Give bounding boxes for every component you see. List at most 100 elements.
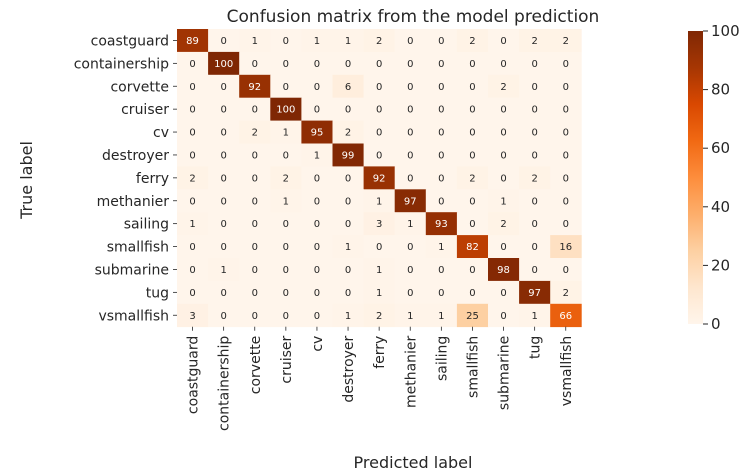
cell-value-label: 0 [407,288,413,299]
cell-value-label: 1 [314,36,320,47]
x-tick-label: vsmallfish [559,336,575,407]
heatmap-cell [301,258,333,282]
cell-value-label: 0 [220,128,226,139]
cell-value-label: 0 [345,265,351,276]
cell-value-label: 0 [220,82,226,93]
heatmap-cell [177,97,209,121]
heatmap-cell [550,258,582,282]
heatmap-cell [550,235,582,259]
cell-value-label: 0 [314,219,320,230]
heatmap-cell [270,143,302,167]
cell-value-label: 0 [189,265,195,276]
heatmap-cell [394,51,427,76]
heatmap-cell [488,212,520,236]
cell-value-label: 0 [189,128,195,139]
heatmap-cell [394,280,427,305]
heatmap-cell [550,74,582,99]
heatmap-cell [239,29,271,53]
cell-value-label: 0 [345,196,351,207]
heatmap-cell [456,97,489,121]
heatmap-cell [270,258,302,282]
heatmap-cell [270,29,302,53]
cell-value-label: 0 [407,150,413,161]
heatmap-cell [425,143,458,167]
cell-value-label: 25 [466,311,479,322]
cell-value-label: 0 [345,219,351,230]
heatmap-cell [394,29,427,53]
heatmap-cell [177,29,209,53]
cell-value-label: 0 [345,288,351,299]
cell-value-label: 2 [469,173,475,184]
cell-value-label: 0 [220,311,226,322]
heatmap-cell [488,97,520,121]
heatmap-cell [301,212,333,236]
cell-value-label: 0 [345,105,351,116]
cell-value-label: 3 [376,219,382,230]
cell-value-label: 0 [407,242,413,253]
heatmap-cell [332,189,364,213]
cell-value-label: 2 [500,219,506,230]
cell-value-label: 2 [500,82,506,93]
heatmap-cell [177,303,209,328]
heatmap-cell [177,143,209,167]
colorbar-tick-label: 20 [711,256,730,274]
heatmap-cell [208,303,240,328]
cell-value-label: 1 [500,196,506,207]
cell-value-label: 0 [438,265,444,276]
heatmap-cell [177,235,209,259]
cell-value-label: 0 [407,36,413,47]
cell-value-label: 0 [438,128,444,139]
heatmap-cell [270,166,302,190]
x-tick-label: smallfish [465,336,481,398]
heatmap-cell [456,258,489,282]
cell-value-label: 0 [438,36,444,47]
heatmap-cell [394,97,427,121]
heatmap-cell [519,235,551,259]
x-tick-label: containership [217,336,233,431]
heatmap-cell [363,303,396,328]
y-tick-label: ferry [136,171,169,187]
heatmap-cell [301,51,333,76]
heatmap-cell [456,212,489,236]
heatmap-cell [270,120,302,144]
heatmap-cell [363,29,396,53]
cell-value-label: 93 [435,219,448,230]
heatmap-cell [208,280,240,305]
heatmap-cell [208,189,240,213]
cell-value-label: 0 [283,219,289,230]
cell-value-label: 1 [407,311,413,322]
heatmap-cell [363,120,396,144]
heatmap-cell [519,97,551,121]
heatmap-cell [363,97,396,121]
cell-value-label: 0 [500,105,506,116]
heatmap-cell [239,143,271,167]
cell-value-label: 0 [189,82,195,93]
cell-value-label: 6 [345,82,351,93]
cell-value-label: 0 [469,288,475,299]
heatmap-cell [519,258,551,282]
cell-value-label: 2 [376,311,382,322]
cell-value-label: 1 [189,219,195,230]
heatmap-cell [301,74,333,99]
cell-value-label: 0 [438,150,444,161]
heatmap-cell [488,143,520,167]
cell-value-label: 100 [214,59,233,70]
heatmap-cell [488,74,520,99]
heatmap-cell [425,97,458,121]
cell-value-label: 1 [220,265,226,276]
heatmap-cell [519,166,551,190]
heatmap-cell [425,280,458,305]
y-tick-label: smallfish [107,240,169,256]
cell-value-label: 0 [252,219,258,230]
heatmap-cell [363,51,396,76]
heatmap-cell [519,143,551,167]
heatmap-cell [301,235,333,259]
heatmap-cell [488,120,520,144]
heatmap-cell [208,97,240,121]
cell-value-label: 1 [376,196,382,207]
cell-value-label: 0 [376,150,382,161]
heatmap-cell [177,280,209,305]
cell-value-label: 0 [314,82,320,93]
colorbar-tick-label: 60 [711,139,730,157]
heatmap-cell [363,143,396,167]
